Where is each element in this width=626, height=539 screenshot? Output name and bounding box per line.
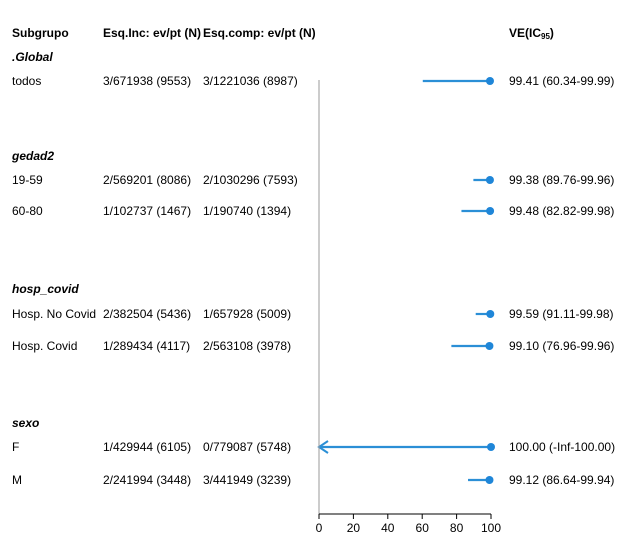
header-esq-comp: Esq.comp: ev/pt (N) bbox=[203, 26, 316, 40]
row-label: Hosp. No Covid bbox=[12, 307, 96, 321]
row-esq-inc: 1/289434 (4117) bbox=[103, 339, 190, 353]
x-tick-label: 60 bbox=[416, 521, 430, 535]
row-ve-text: 99.41 (60.34-99.99) bbox=[509, 74, 614, 88]
header-ve-sub: 95 bbox=[541, 32, 550, 41]
x-tick-label: 100 bbox=[481, 521, 501, 535]
row-ve-text: 99.10 (76.96-99.96) bbox=[509, 339, 614, 353]
group-label: hosp_covid bbox=[12, 282, 79, 296]
row-esq-inc: 2/241994 (3448) bbox=[103, 473, 191, 487]
rows-layer: .Global todos 3/671938 (9553) 3/1221036 (89… bbox=[11, 50, 615, 487]
row-label: todos bbox=[12, 74, 41, 88]
point-estimate bbox=[485, 77, 494, 85]
row-esq-comp: 0/779087 (5748) bbox=[203, 440, 291, 454]
x-tick-label: 20 bbox=[347, 521, 361, 535]
header-subgroup: Subgrupo bbox=[12, 26, 69, 40]
header-ve-main: VE(IC bbox=[509, 26, 541, 40]
x-axis: 0 20 40 60 80 100 bbox=[316, 80, 501, 535]
row-ve-text: 99.12 (86.64-99.94) bbox=[509, 473, 614, 487]
row-esq-comp: 1/657928 (5009) bbox=[203, 307, 291, 321]
point-estimate bbox=[485, 476, 494, 484]
point-estimate bbox=[485, 176, 494, 184]
row-ve-text: 99.48 (82.82-99.98) bbox=[509, 204, 614, 218]
row-label: F bbox=[12, 440, 19, 454]
row-esq-comp: 3/441949 (3239) bbox=[203, 473, 291, 487]
group-label: sexo bbox=[12, 416, 39, 430]
header-ve-close: ) bbox=[550, 26, 554, 40]
x-tick-label: 0 bbox=[316, 521, 323, 535]
row-ve-text: 100.00 (-Inf-100.00) bbox=[509, 440, 615, 454]
header-ve: VE(IC95) bbox=[509, 26, 554, 41]
row-esq-comp: 1/190740 (1394) bbox=[203, 204, 291, 218]
group-label: .Global bbox=[12, 50, 53, 64]
row-label: 19-59 bbox=[12, 173, 43, 187]
row-esq-comp: 3/1221036 (8987) bbox=[203, 74, 298, 88]
point-estimate bbox=[486, 310, 495, 318]
point-estimate bbox=[486, 207, 495, 215]
row-esq-comp: 2/563108 (3978) bbox=[203, 339, 291, 353]
point-estimate bbox=[485, 342, 494, 350]
row-esq-comp: 2/1030296 (7593) bbox=[203, 173, 298, 187]
x-tick-label: 40 bbox=[381, 521, 395, 535]
point-estimate bbox=[487, 443, 495, 451]
row-esq-inc: 1/429944 (6105) bbox=[103, 440, 191, 454]
header-row: Subgrupo Esq.Inc: ev/pt (N) Esq.comp: ev… bbox=[12, 26, 554, 41]
row-esq-inc: 3/671938 (9553) bbox=[103, 74, 191, 88]
row-esq-inc: 2/382504 (5436) bbox=[103, 307, 191, 321]
row-label: M bbox=[12, 473, 22, 487]
header-esq-inc: Esq.Inc: ev/pt (N) bbox=[103, 26, 201, 40]
row-esq-inc: 1/102737 (1467) bbox=[103, 204, 191, 218]
group-label: gedad2 bbox=[11, 149, 54, 163]
row-esq-inc: 2/569201 (8086) bbox=[103, 173, 191, 187]
row-ve-text: 99.38 (89.76-99.96) bbox=[509, 173, 614, 187]
row-label: 60-80 bbox=[12, 204, 43, 218]
row-ve-text: 99.59 (91.11-99.98) bbox=[509, 307, 614, 321]
x-tick-label: 80 bbox=[450, 521, 464, 535]
row-label: Hosp. Covid bbox=[12, 339, 77, 353]
